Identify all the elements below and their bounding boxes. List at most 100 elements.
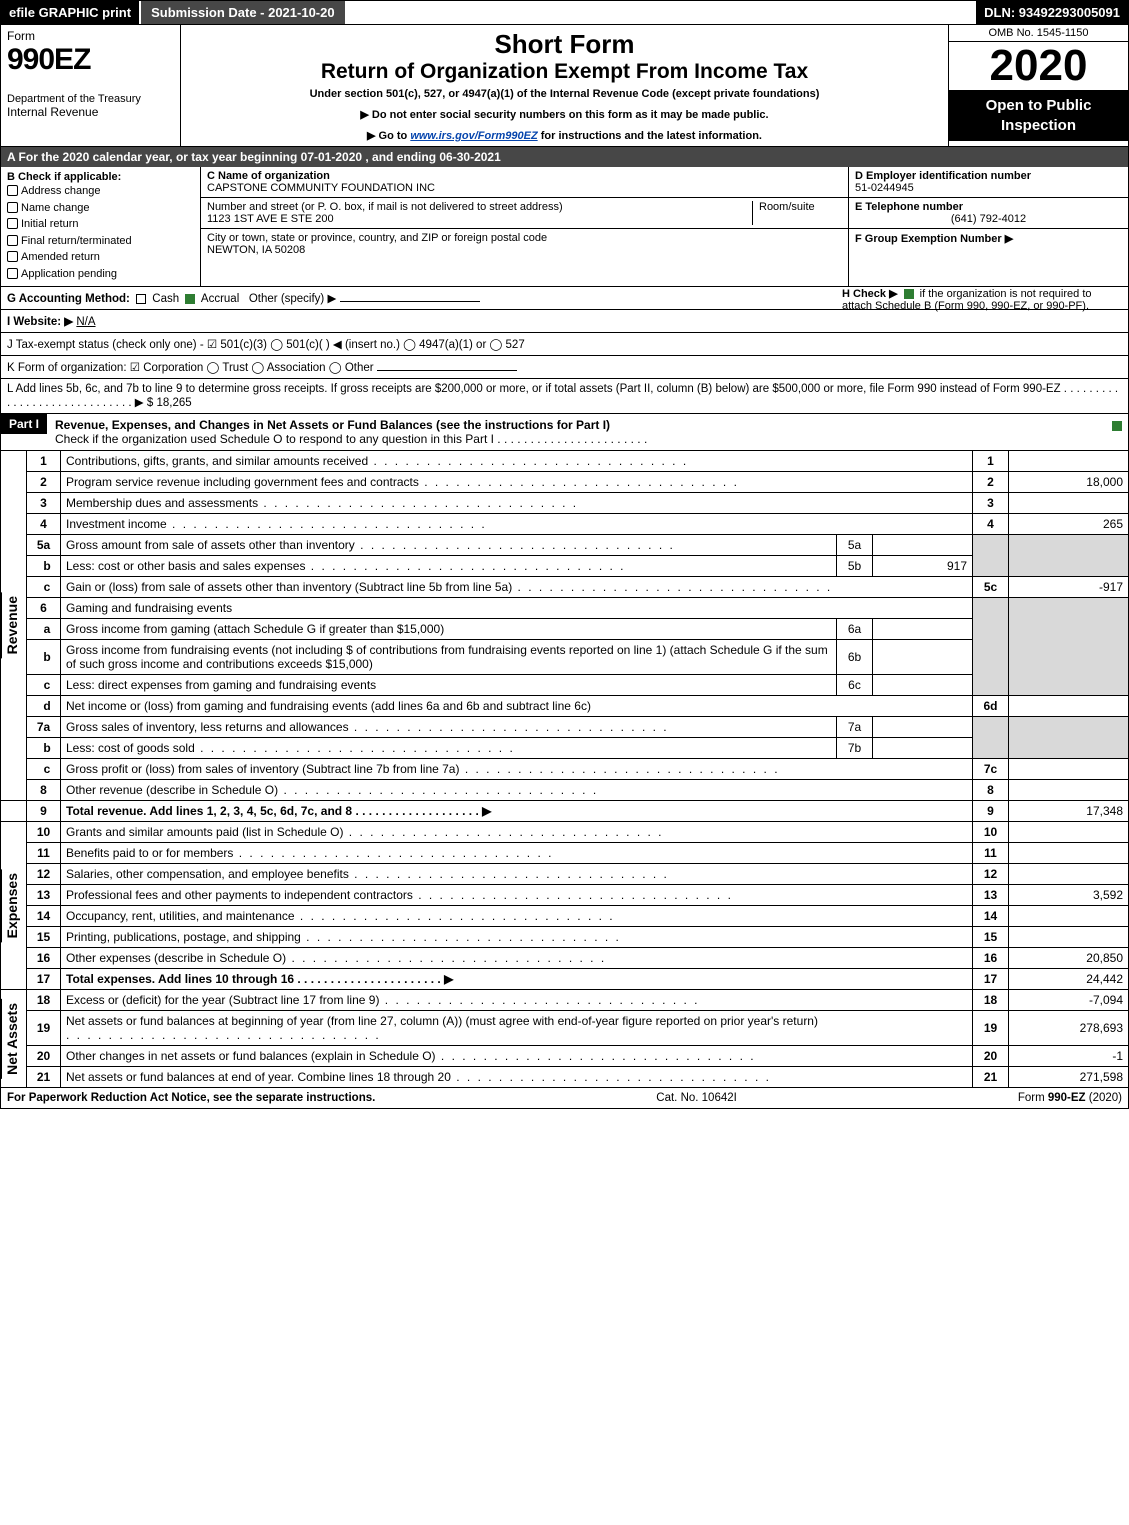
open-public: Open to Public Inspection <box>949 90 1128 141</box>
r7a-sv <box>873 717 973 738</box>
shade-7ab-v <box>1009 717 1129 759</box>
chk-amended-return[interactable]: Amended return <box>7 249 194 266</box>
group-exempt-row: F Group Exemption Number ▶ <box>849 229 1128 248</box>
footer-left: For Paperwork Reduction Act Notice, see … <box>7 1092 375 1104</box>
check-if-block: B Check if applicable: Address change Na… <box>1 167 201 286</box>
r13-rn: 13 <box>973 885 1009 906</box>
org-name: CAPSTONE COMMUNITY FOUNDATION INC <box>207 182 435 194</box>
r9-n: 9 <box>27 801 61 822</box>
right-info-block: D Employer identification number 51-0244… <box>848 167 1128 286</box>
r8-d: Other revenue (describe in Schedule O) <box>66 783 278 797</box>
r5a-d: Gross amount from sale of assets other t… <box>66 538 355 552</box>
r20-rn: 20 <box>973 1046 1009 1067</box>
chk-h[interactable] <box>904 289 914 299</box>
r5b-d: Less: cost or other basis and sales expe… <box>66 559 305 573</box>
org-name-row: C Name of organization CAPSTONE COMMUNIT… <box>201 167 848 198</box>
footer: For Paperwork Reduction Act Notice, see … <box>0 1088 1129 1109</box>
r6a-sv <box>873 619 973 640</box>
r4-rn: 4 <box>973 514 1009 535</box>
r17-rn: 17 <box>973 969 1009 990</box>
tax-year-bar: A For the 2020 calendar year, or tax yea… <box>0 147 1129 167</box>
efile-label: efile GRAPHIC print <box>1 1 139 24</box>
r7a-n: 7a <box>27 717 61 738</box>
r13-v: 3,592 <box>1009 885 1129 906</box>
r7c-rn: 7c <box>973 759 1009 780</box>
chk-application-pending[interactable]: Application pending <box>7 266 194 283</box>
r10-rn: 10 <box>973 822 1009 843</box>
r6-n: 6 <box>27 598 61 619</box>
room-label: Room/suite <box>759 201 815 213</box>
k-other-blank[interactable] <box>377 370 517 371</box>
r5c-d: Gain or (loss) from sale of assets other… <box>66 580 512 594</box>
r11-rn: 11 <box>973 843 1009 864</box>
r5c-n: c <box>27 577 61 598</box>
r10-d: Grants and similar amounts paid (list in… <box>66 825 343 839</box>
r18-d: Excess or (deficit) for the year (Subtra… <box>66 993 379 1007</box>
g-other-blank[interactable] <box>340 301 480 302</box>
r17-v: 24,442 <box>1009 969 1129 990</box>
irs-link[interactable]: www.irs.gov/Form990EZ <box>410 130 537 142</box>
r2-v: 18,000 <box>1009 472 1129 493</box>
r21-d: Net assets or fund balances at end of ye… <box>66 1070 451 1084</box>
chk-name-change[interactable]: Name change <box>7 200 194 217</box>
r16-rn: 16 <box>973 948 1009 969</box>
r13-d: Professional fees and other payments to … <box>66 888 413 902</box>
g-label: G Accounting Method: <box>7 293 130 305</box>
r21-n: 21 <box>27 1067 61 1088</box>
chk-cash[interactable] <box>136 294 146 304</box>
r6c-d: Less: direct expenses from gaming and fu… <box>66 678 376 692</box>
goto-pre: ▶ Go to <box>367 130 410 142</box>
org-block: C Name of organization CAPSTONE COMMUNIT… <box>201 167 848 286</box>
r16-d: Other expenses (describe in Schedule O) <box>66 951 286 965</box>
chk-initial-return[interactable]: Initial return <box>7 216 194 233</box>
r21-v: 271,598 <box>1009 1067 1129 1088</box>
r10-n: 10 <box>27 822 61 843</box>
chk-address-change[interactable]: Address change <box>7 183 194 200</box>
r16-n: 16 <box>27 948 61 969</box>
chk-accrual[interactable] <box>185 294 195 304</box>
r3-rn: 3 <box>973 493 1009 514</box>
part1-check-o[interactable] <box>1106 414 1128 436</box>
r15-n: 15 <box>27 927 61 948</box>
r12-rn: 12 <box>973 864 1009 885</box>
r20-n: 20 <box>27 1046 61 1067</box>
r5c-rn: 5c <box>973 577 1009 598</box>
short-form-title: Short Form <box>187 29 942 60</box>
info-grid: B Check if applicable: Address change Na… <box>0 167 1129 287</box>
r7b-d: Less: cost of goods sold <box>66 741 195 755</box>
k-text: K Form of organization: ☑ Corporation ◯ … <box>7 362 374 374</box>
footer-right: Form 990-EZ (2020) <box>1018 1092 1122 1104</box>
r8-n: 8 <box>27 780 61 801</box>
r7b-sv <box>873 738 973 759</box>
r6-d: Gaming and fundraising events <box>66 601 232 615</box>
r6d-rn: 6d <box>973 696 1009 717</box>
footer-right-post: (2020) <box>1086 1092 1122 1104</box>
r6a-sl: 6a <box>837 619 873 640</box>
r6d-n: d <box>27 696 61 717</box>
r20-v: -1 <box>1009 1046 1129 1067</box>
r6b-d: Gross income from fundraising events (no… <box>66 643 828 671</box>
r19-d: Net assets or fund balances at beginning… <box>66 1014 818 1028</box>
r6d-d: Net income or (loss) from gaming and fun… <box>66 699 591 713</box>
c-label: C Name of organization <box>207 170 330 182</box>
r9-v: 17,348 <box>1009 801 1129 822</box>
shade-6-v <box>1009 598 1129 696</box>
r1-v <box>1009 451 1129 472</box>
r17-n: 17 <box>27 969 61 990</box>
footer-right-pre: Form <box>1018 1092 1048 1104</box>
r5b-sv: 917 <box>873 556 973 577</box>
footer-center: Cat. No. 10642I <box>656 1092 737 1104</box>
r3-n: 3 <box>27 493 61 514</box>
r5a-sl: 5a <box>837 535 873 556</box>
chk-final-return[interactable]: Final return/terminated <box>7 233 194 250</box>
r6b-sv <box>873 640 973 675</box>
line-g-h: G Accounting Method: Cash Accrual Other … <box>0 287 1129 310</box>
vlabel-expenses: Expenses <box>1 869 22 942</box>
r12-n: 12 <box>27 864 61 885</box>
r5c-v: -917 <box>1009 577 1129 598</box>
header-right: OMB No. 1545-1150 2020 Open to Public In… <box>948 25 1128 146</box>
f-label: F Group Exemption Number ▶ <box>855 233 1013 245</box>
chk-schedule-o[interactable] <box>1112 421 1122 431</box>
r1-rn: 1 <box>973 451 1009 472</box>
shade-6 <box>973 598 1009 696</box>
